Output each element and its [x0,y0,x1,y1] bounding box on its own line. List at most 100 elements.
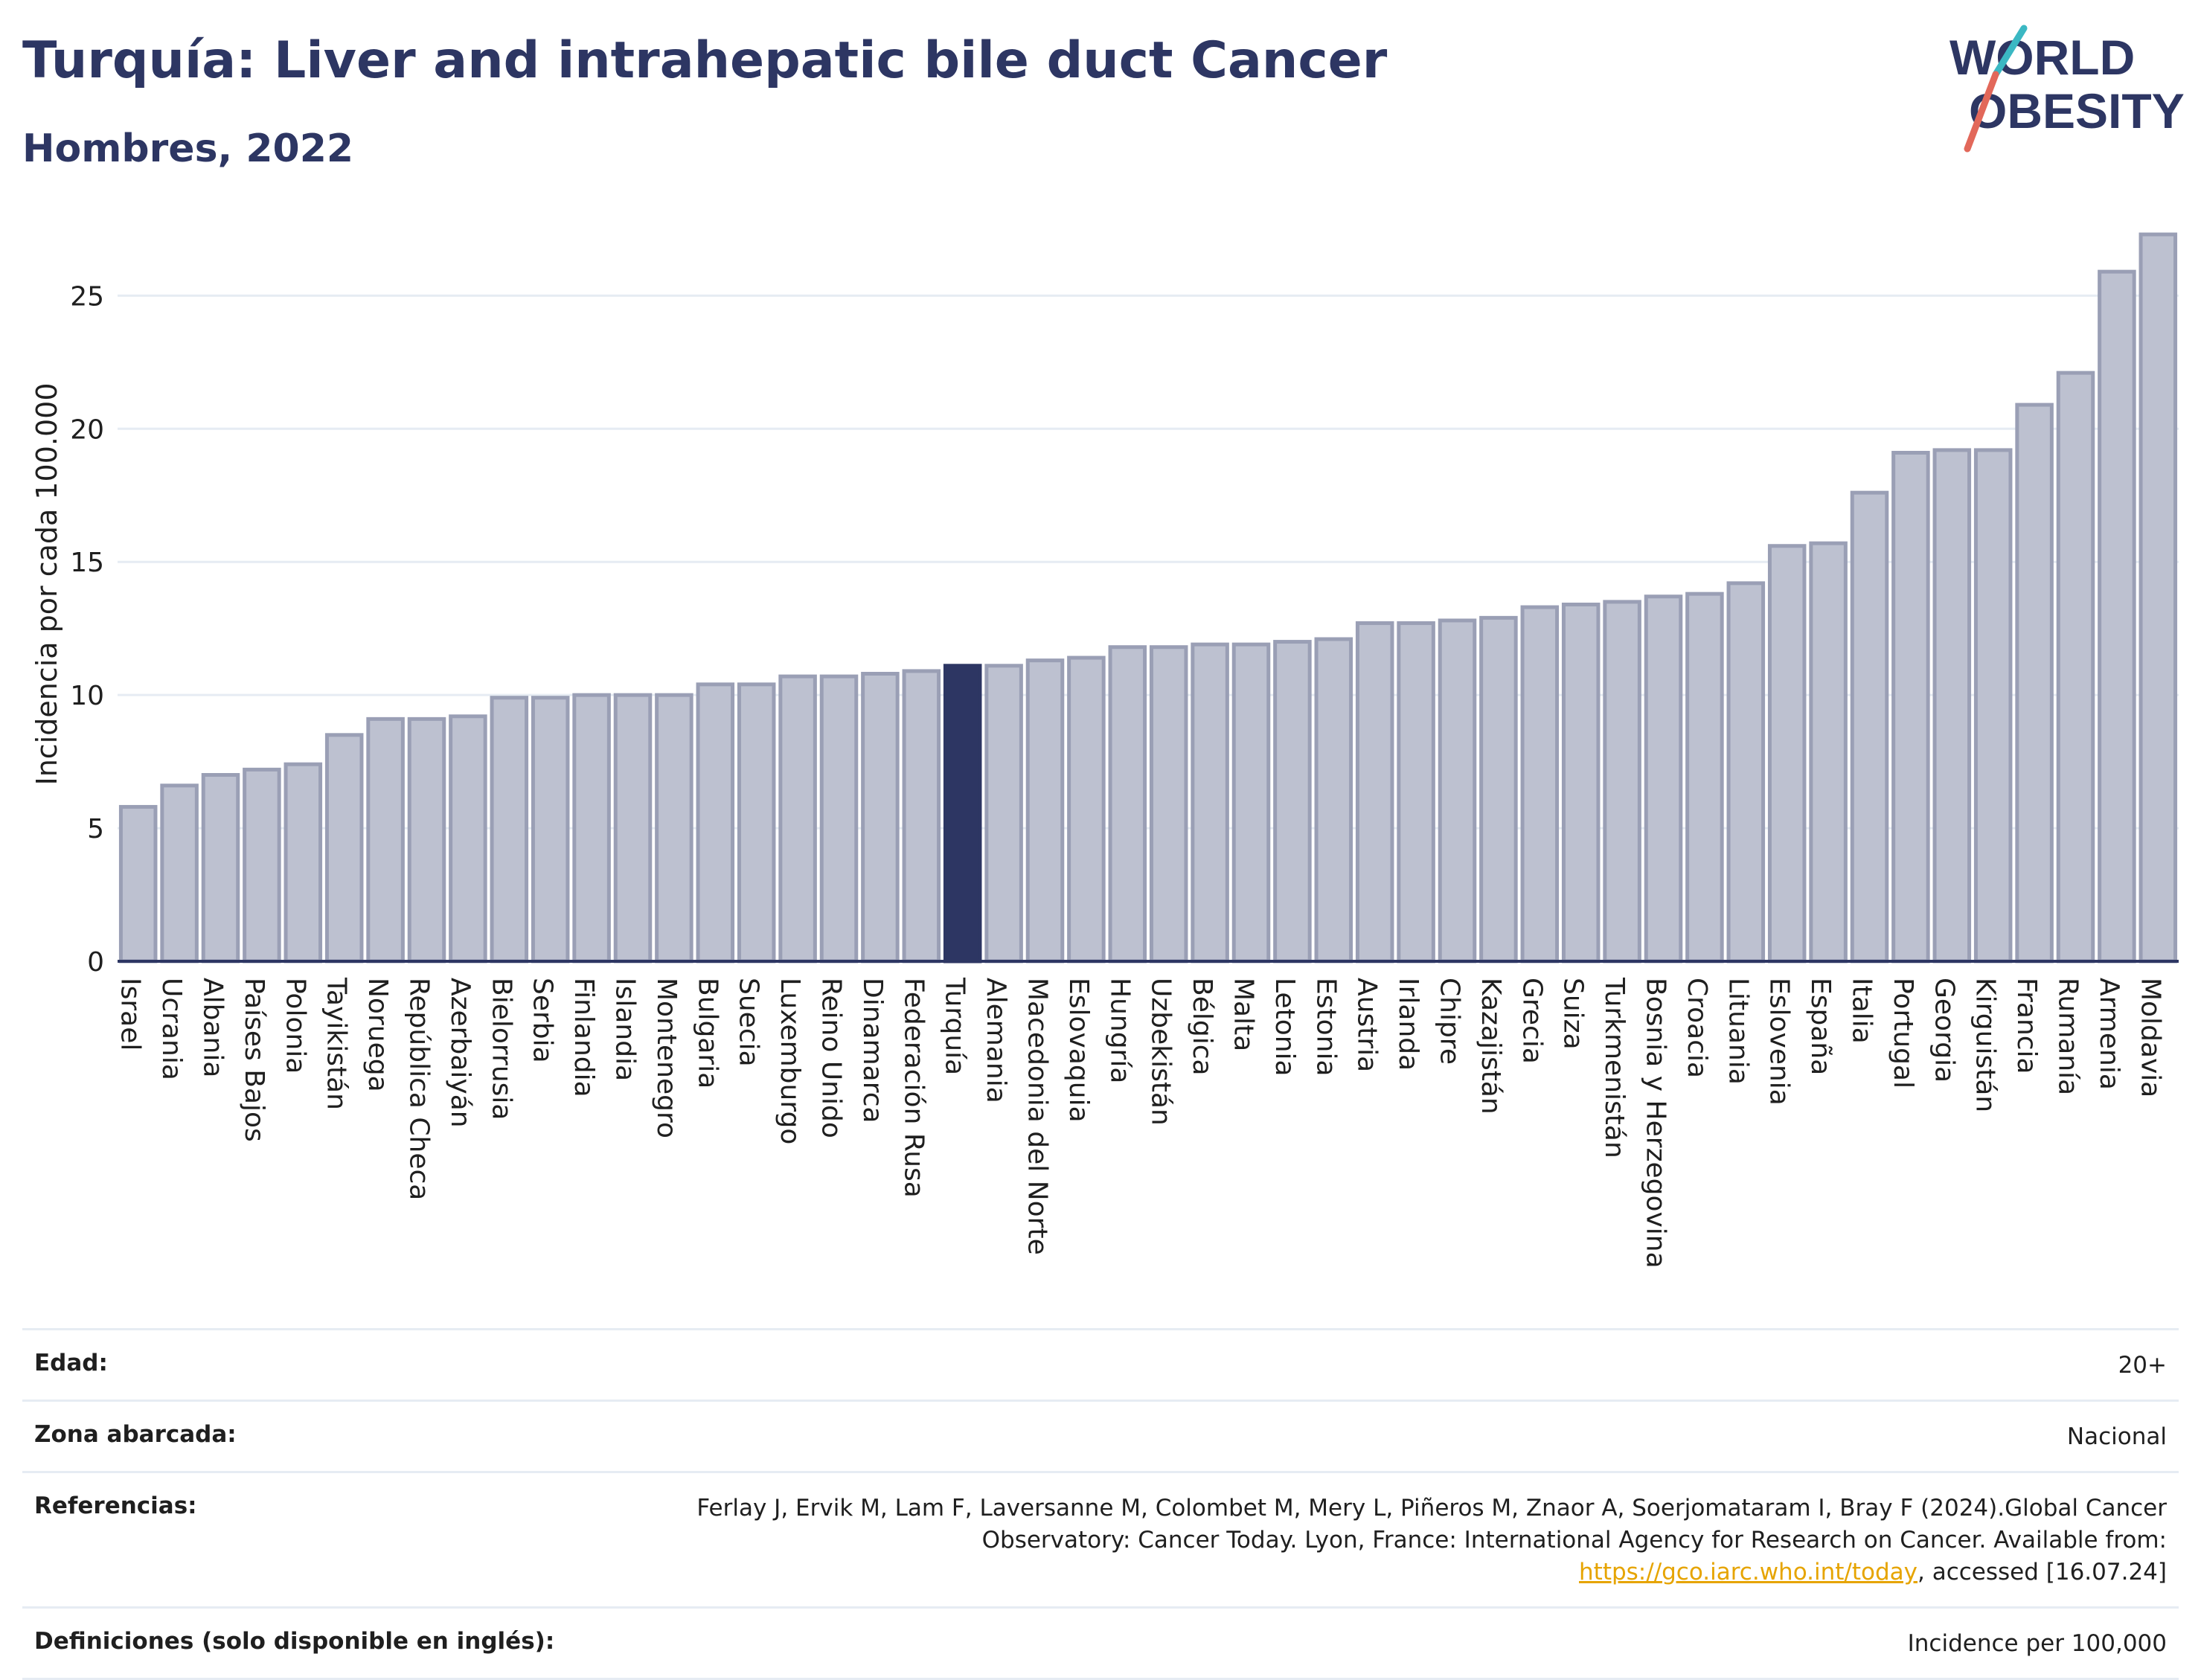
x-tick-label-irlanda: Irlanda [1393,978,1423,1071]
logo-word-2: OBESITY [1969,83,2185,138]
y-tick-label-25: 25 [70,281,104,312]
bar-rumanía[interactable] [2056,371,2095,964]
bar-grecia[interactable] [1520,605,1560,964]
bar-azerbaiyán[interactable] [449,714,487,964]
x-tick-label-islandia: Islandia [610,978,641,1081]
bar-serbia[interactable] [531,696,570,964]
x-tick-label-bielorrusia: Bielorrusia [486,978,516,1120]
y-tick-label-10: 10 [70,681,104,711]
x-tick-label-armenia: Armenia [2094,978,2124,1090]
references-link[interactable]: https://gco.iarc.who.int/today [1579,1559,1918,1586]
logo-slash-coral [1964,71,1999,153]
x-tick-label-suecia: Suecia [734,978,764,1067]
bar-bélgica[interactable] [1191,642,1229,964]
y-tick-label-15: 15 [70,548,104,578]
x-tick-label-italia: Italia [1847,978,1877,1044]
bar-república-checa[interactable] [407,716,446,964]
bar-montenegro[interactable] [655,693,693,964]
bar-suiza[interactable] [1561,602,1601,964]
x-tick-label-macedonia-del-norte: Macedonia del Norte [1022,978,1053,1255]
definitions-label: Definiciones (solo disponible en inglés)… [34,1628,555,1655]
x-tick-label-albania: Albania [198,978,228,1077]
chart-subtitle: Hombres, 2022 [22,126,354,171]
bar-croacia[interactable] [1685,591,1724,964]
bar-islandia[interactable] [613,693,653,964]
x-tick-label-estonia: Estonia [1310,978,1341,1077]
bar-georgia[interactable] [1932,448,1972,964]
x-tick-label-lituania: Lituania [1723,978,1753,1085]
bar-francia[interactable] [2015,403,2054,964]
bar-turquía[interactable] [943,664,982,964]
bar-países-bajos[interactable] [243,767,281,964]
world-obesity-logo: WORLD OBESITY [1949,25,2185,153]
bar-estonia[interactable] [1314,637,1353,964]
bar-suecia[interactable] [737,682,776,964]
x-tick-label-bélgica: Bélgica [1187,978,1217,1076]
area-value: Nacional [2066,1423,2167,1450]
x-tick-labels: Israel Ucrania Albania Países Bajos Polonia T… [115,977,2166,1269]
x-tick-label-dinamarca: Dinamarca [857,978,888,1123]
bar-eslovenia[interactable] [1767,544,1807,964]
bar-bielorrusia[interactable] [490,696,529,964]
bar-letonia[interactable] [1273,640,1312,964]
bar-israel[interactable] [118,804,158,964]
x-tick-label-francia: Francia [2011,978,2042,1074]
x-tick-label-malta: Malta [1228,978,1259,1051]
bar-polonia[interactable] [283,762,323,964]
bar-federación-rusa[interactable] [902,669,941,964]
bar-alemania[interactable] [984,664,1023,964]
x-tick-label-letonia: Letonia [1269,978,1300,1077]
bar-bosnia-y-herzegovina[interactable] [1644,594,1683,964]
bar-chipre[interactable] [1438,618,1477,964]
bar-kazajistán[interactable] [1479,615,1518,964]
bar-hungría[interactable] [1108,645,1147,964]
chart-title: Turquía: Liver and intrahepatic bile duc… [22,31,1388,90]
references-text-2: , accessed [16.07.24] [1917,1559,2167,1586]
bar-macedonia-del-norte[interactable] [1025,658,1065,964]
bar-kirguistán[interactable] [1973,448,2013,964]
bar-armenia[interactable] [2098,269,2136,964]
bar-dinamarca[interactable] [861,672,900,964]
x-tick-label-turquía: Turquía [940,977,970,1075]
x-tick-label-suiza: Suiza [1558,978,1589,1050]
x-tick-label-hungría: Hungría [1104,978,1135,1083]
bar-moldavia[interactable] [2138,232,2178,964]
bar-tayikistán[interactable] [324,733,364,964]
bars [118,232,2178,964]
bar-reino-unido[interactable] [819,674,859,964]
x-tick-label-israel: Israel [115,978,146,1051]
x-tick-label-rumanía: Rumanía [2053,978,2083,1095]
bar-malta[interactable] [1231,642,1271,964]
age-label: Edad: [34,1350,108,1376]
x-tick-label-turkmenistán: Turkmenistán [1599,977,1630,1158]
meta-row-age: Edad: 20+ [22,1328,2179,1400]
bar-turkmenistán[interactable] [1603,600,1641,964]
bar-ucrania[interactable] [160,783,199,964]
area-label: Zona abarcada: [34,1421,237,1448]
x-tick-label-georgia: Georgia [1929,978,1959,1083]
bar-uzbekistán[interactable] [1149,645,1188,964]
x-tick-label-austria: Austria [1352,978,1383,1072]
x-tick-label-montenegro: Montenegro [651,978,682,1138]
bar-italia[interactable] [1850,490,1889,964]
x-tick-label-bulgaria: Bulgaria [692,978,723,1089]
bar-noruega[interactable] [366,716,405,964]
bar-bulgaria[interactable] [696,682,735,964]
bar-austria[interactable] [1355,621,1394,964]
x-tick-label-países-bajos: Países Bajos [239,978,269,1142]
bar-luxemburgo[interactable] [778,674,817,964]
bar-portugal[interactable] [1891,450,1930,964]
bar-lituania[interactable] [1726,581,1766,964]
bar-finlandia[interactable] [572,693,611,964]
bar-albania[interactable] [201,773,240,964]
x-tick-label-polonia: Polonia [280,978,310,1074]
references-text-1: Ferlay J, Ervik M, Lam F, Laversanne M, … [696,1495,2167,1554]
x-tick-label-ucrania: Ucrania [156,978,187,1080]
x-tick-label-bosnia-y-herzegovina: Bosnia y Herzegovina [1641,978,1671,1269]
bar-españa[interactable] [1809,541,1848,964]
references-label: Referencias: [34,1493,197,1519]
bar-chart: 0 5 10 15 20 25 Israel Ucrania Albania Países Ba… [31,232,2179,1269]
bar-eslovaquia[interactable] [1067,655,1106,964]
x-tick-label-portugal: Portugal [1888,978,1918,1089]
bar-irlanda[interactable] [1397,621,1435,964]
